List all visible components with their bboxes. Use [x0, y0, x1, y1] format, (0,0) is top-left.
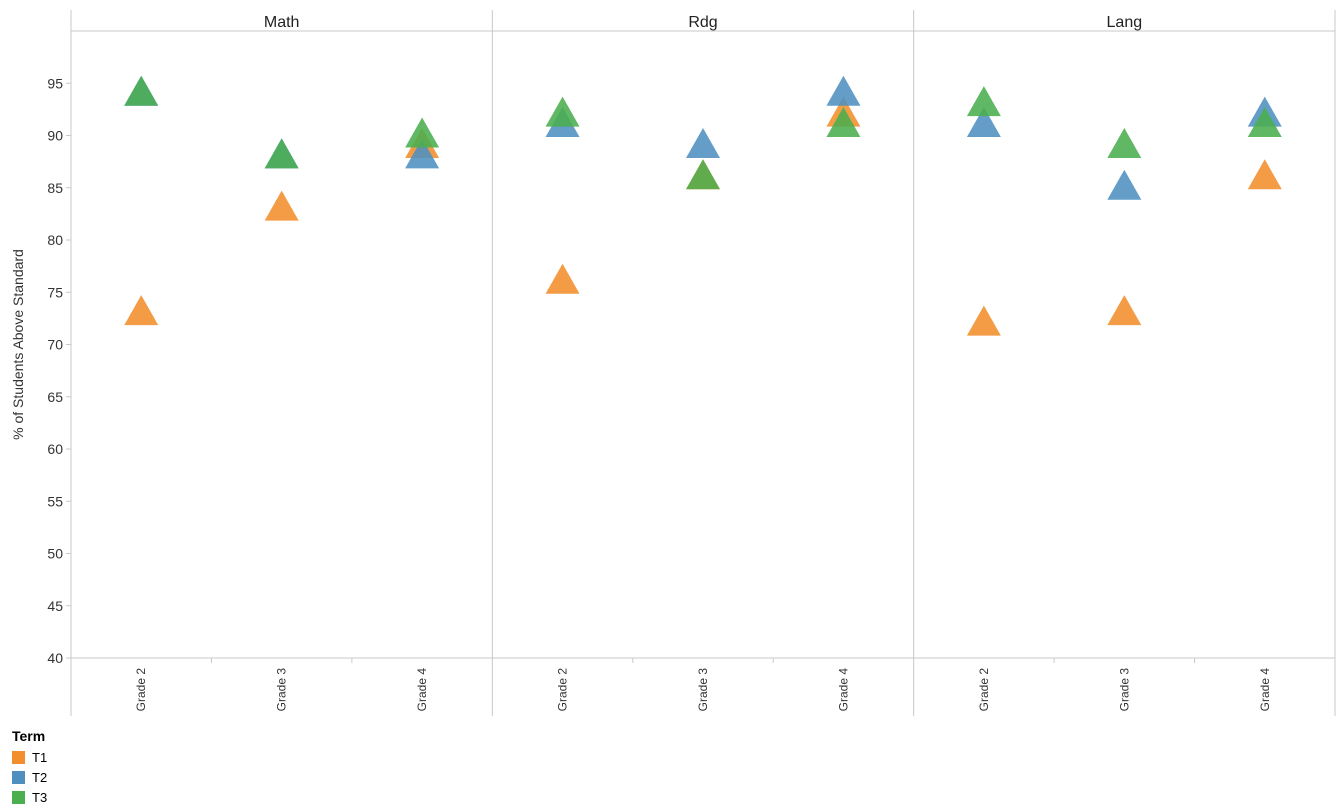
data-point-triangle — [966, 107, 1001, 138]
y-tick-label: 80 — [47, 232, 63, 248]
data-point-triangle — [1247, 107, 1282, 138]
x-tick-label: Grade 2 — [134, 668, 148, 712]
data-point-triangle — [405, 117, 440, 148]
legend: Term T1 T2 T3 — [12, 728, 47, 807]
y-tick-label: 90 — [47, 128, 63, 144]
legend-label: T1 — [32, 749, 48, 765]
legend-item: T1 — [12, 747, 47, 767]
x-tick-label: Grade 3 — [1117, 668, 1131, 712]
data-point-triangle — [545, 96, 580, 127]
data-point-triangle — [264, 138, 299, 169]
chart-canvas: 40 45 50 55 60 65 70 75 80 85 90 95 % of Students Ab… — [10, 10, 1336, 716]
x-tick-label: Grade 3 — [275, 668, 289, 712]
x-tick-label: Grade 2 — [556, 668, 570, 712]
x-tick-label: Grade 4 — [836, 668, 850, 712]
data-point-triangle — [124, 295, 159, 326]
legend-label: T2 — [32, 769, 48, 785]
legend-swatch — [12, 790, 25, 804]
data-point-triangle — [264, 190, 299, 221]
data-point-triangle — [545, 263, 580, 294]
legend-swatch — [12, 770, 25, 784]
data-point-triangle — [686, 127, 720, 158]
legend-title: Term — [12, 728, 46, 744]
y-tick-label: 50 — [47, 546, 63, 562]
legend-label: T3 — [32, 789, 48, 805]
y-tick-label: 55 — [47, 493, 63, 509]
data-point-triangle — [1107, 295, 1142, 326]
data-point-triangle — [686, 159, 720, 190]
y-axis-label: % of Students Above Standard — [10, 249, 26, 440]
y-tick-label: 45 — [47, 598, 63, 614]
panel-header: Rdg — [688, 14, 717, 31]
data-point-triangle — [826, 107, 861, 138]
legend-item: T2 — [12, 767, 47, 787]
y-tick-label: 85 — [47, 180, 63, 196]
x-tick-label: Grade 4 — [1258, 668, 1272, 712]
y-tick-label: 60 — [47, 441, 63, 457]
y-tick-label: 75 — [47, 284, 63, 300]
x-tick-label: Grade 4 — [415, 668, 429, 712]
y-tick-label: 40 — [47, 650, 63, 666]
y-tick-label: 65 — [47, 389, 63, 405]
y-tick-label: 95 — [47, 75, 63, 91]
data-point-triangle — [1107, 127, 1142, 158]
data-point-triangle — [124, 75, 159, 106]
legend-item: T3 — [12, 787, 47, 807]
data-point-triangle — [1107, 169, 1142, 200]
panel-header: Math — [264, 14, 300, 31]
data-point-triangle — [1247, 159, 1282, 190]
x-tick-label: Grade 2 — [977, 668, 991, 712]
data-point-triangle — [966, 305, 1001, 336]
data-point-triangle — [405, 138, 440, 169]
x-tick-label: Grade 3 — [696, 668, 710, 712]
data-point-triangle — [966, 86, 1001, 117]
legend-swatch — [12, 750, 25, 764]
y-tick-label: 70 — [47, 337, 63, 353]
panel-header: Lang — [1107, 14, 1143, 31]
data-point-triangle — [826, 75, 861, 106]
